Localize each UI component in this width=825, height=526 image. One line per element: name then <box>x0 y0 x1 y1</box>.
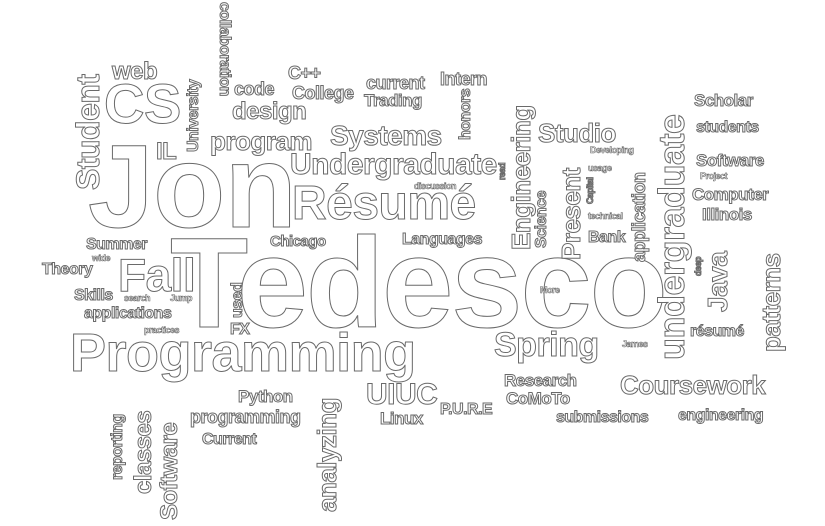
word-patterns: patterns <box>756 253 787 353</box>
word-python: Python <box>238 387 294 406</box>
word-search: search <box>124 293 151 303</box>
word-capital: Capital <box>585 177 596 205</box>
word-current-low: current <box>366 73 426 93</box>
word-research: Research <box>504 371 578 390</box>
word-jump: Jump <box>170 293 193 303</box>
word-theory: Theory <box>41 261 93 278</box>
word-systems: Systems <box>330 120 443 151</box>
word-studio: Studio <box>538 118 617 148</box>
word-application: application <box>629 172 650 263</box>
word-analyzing: analyzing <box>312 398 343 513</box>
word-design: design <box>231 98 307 125</box>
word-coursework: Coursework <box>619 370 766 400</box>
word-honors: honors <box>457 88 475 140</box>
word-java: Java <box>702 251 734 312</box>
word-il: IL <box>155 138 177 165</box>
word-classes: classes <box>130 410 158 494</box>
word-students: students <box>696 119 760 136</box>
word-program: program <box>210 126 313 156</box>
word-skills: Skills <box>74 287 114 304</box>
word-fx: FX <box>229 321 250 338</box>
word-university: University <box>185 79 203 152</box>
word-james: James <box>622 339 649 349</box>
word-programming-low: programming <box>190 407 302 427</box>
word-web: web <box>111 58 158 85</box>
word-scholar: Scholar <box>694 91 754 110</box>
word-cpp: C++ <box>288 63 322 83</box>
word-project: Project <box>700 171 728 181</box>
word-comoto: CoMoTo <box>506 389 571 408</box>
word-reporting: reporting <box>109 414 127 481</box>
word-collaboration: collaboration <box>216 2 234 97</box>
word-programming-cap: Programming <box>70 323 417 383</box>
word-submissions: submissions <box>555 409 649 426</box>
word-computer: Computer <box>691 185 769 204</box>
word-discussion: discussion <box>414 181 457 191</box>
word-software-vert: Software <box>156 422 184 520</box>
word-usage: usage <box>588 163 613 173</box>
word-bank: Bank <box>587 229 626 246</box>
word-chicago: Chicago <box>270 233 327 250</box>
word-cs: CS <box>104 72 182 135</box>
word-spring: Spring <box>494 326 600 364</box>
word-used: used <box>229 282 247 318</box>
word-languages: Languages <box>402 231 483 248</box>
word-practices: practices <box>144 325 180 335</box>
word-uiuc: UIUC <box>365 378 438 411</box>
word-deep: deep <box>693 256 704 276</box>
word-intern: Intern <box>439 69 488 89</box>
word-jon: Jon <box>87 121 297 253</box>
word-engineering-cap: Engineering <box>506 105 537 251</box>
word-trading: Trading <box>364 91 423 110</box>
word-linux: Linux <box>380 409 424 428</box>
word-science: Science <box>533 191 551 249</box>
word-current-cap: Current <box>201 431 257 448</box>
word-more: More <box>540 285 561 295</box>
word-college: College <box>292 83 355 103</box>
word-applications: applications <box>83 305 172 322</box>
word-tedesco: Tedesco <box>170 212 669 355</box>
word-software-cap: Software <box>696 151 765 170</box>
word-student: Student <box>70 74 107 191</box>
word-resume-low: résumé <box>690 323 745 340</box>
word-engineering-low: engineering <box>677 407 764 424</box>
word-fall: Fall <box>117 249 196 301</box>
word-resume-cap: Résumé <box>292 177 477 230</box>
word-code: code <box>233 79 275 99</box>
word-present: Present <box>556 168 587 261</box>
word-undergraduate-cap: Undergraduate <box>290 148 498 181</box>
word-undergraduate-low: undergraduate <box>651 114 693 361</box>
word-illinois: Illinois <box>702 205 753 224</box>
word-technical: technical <box>588 211 624 221</box>
word-read: read <box>497 162 508 180</box>
word-wide: wide <box>92 253 111 263</box>
word-summer: Summer <box>85 236 148 253</box>
word-pure: P.U.R.E <box>439 401 493 418</box>
word-developing: Developing <box>590 145 635 155</box>
